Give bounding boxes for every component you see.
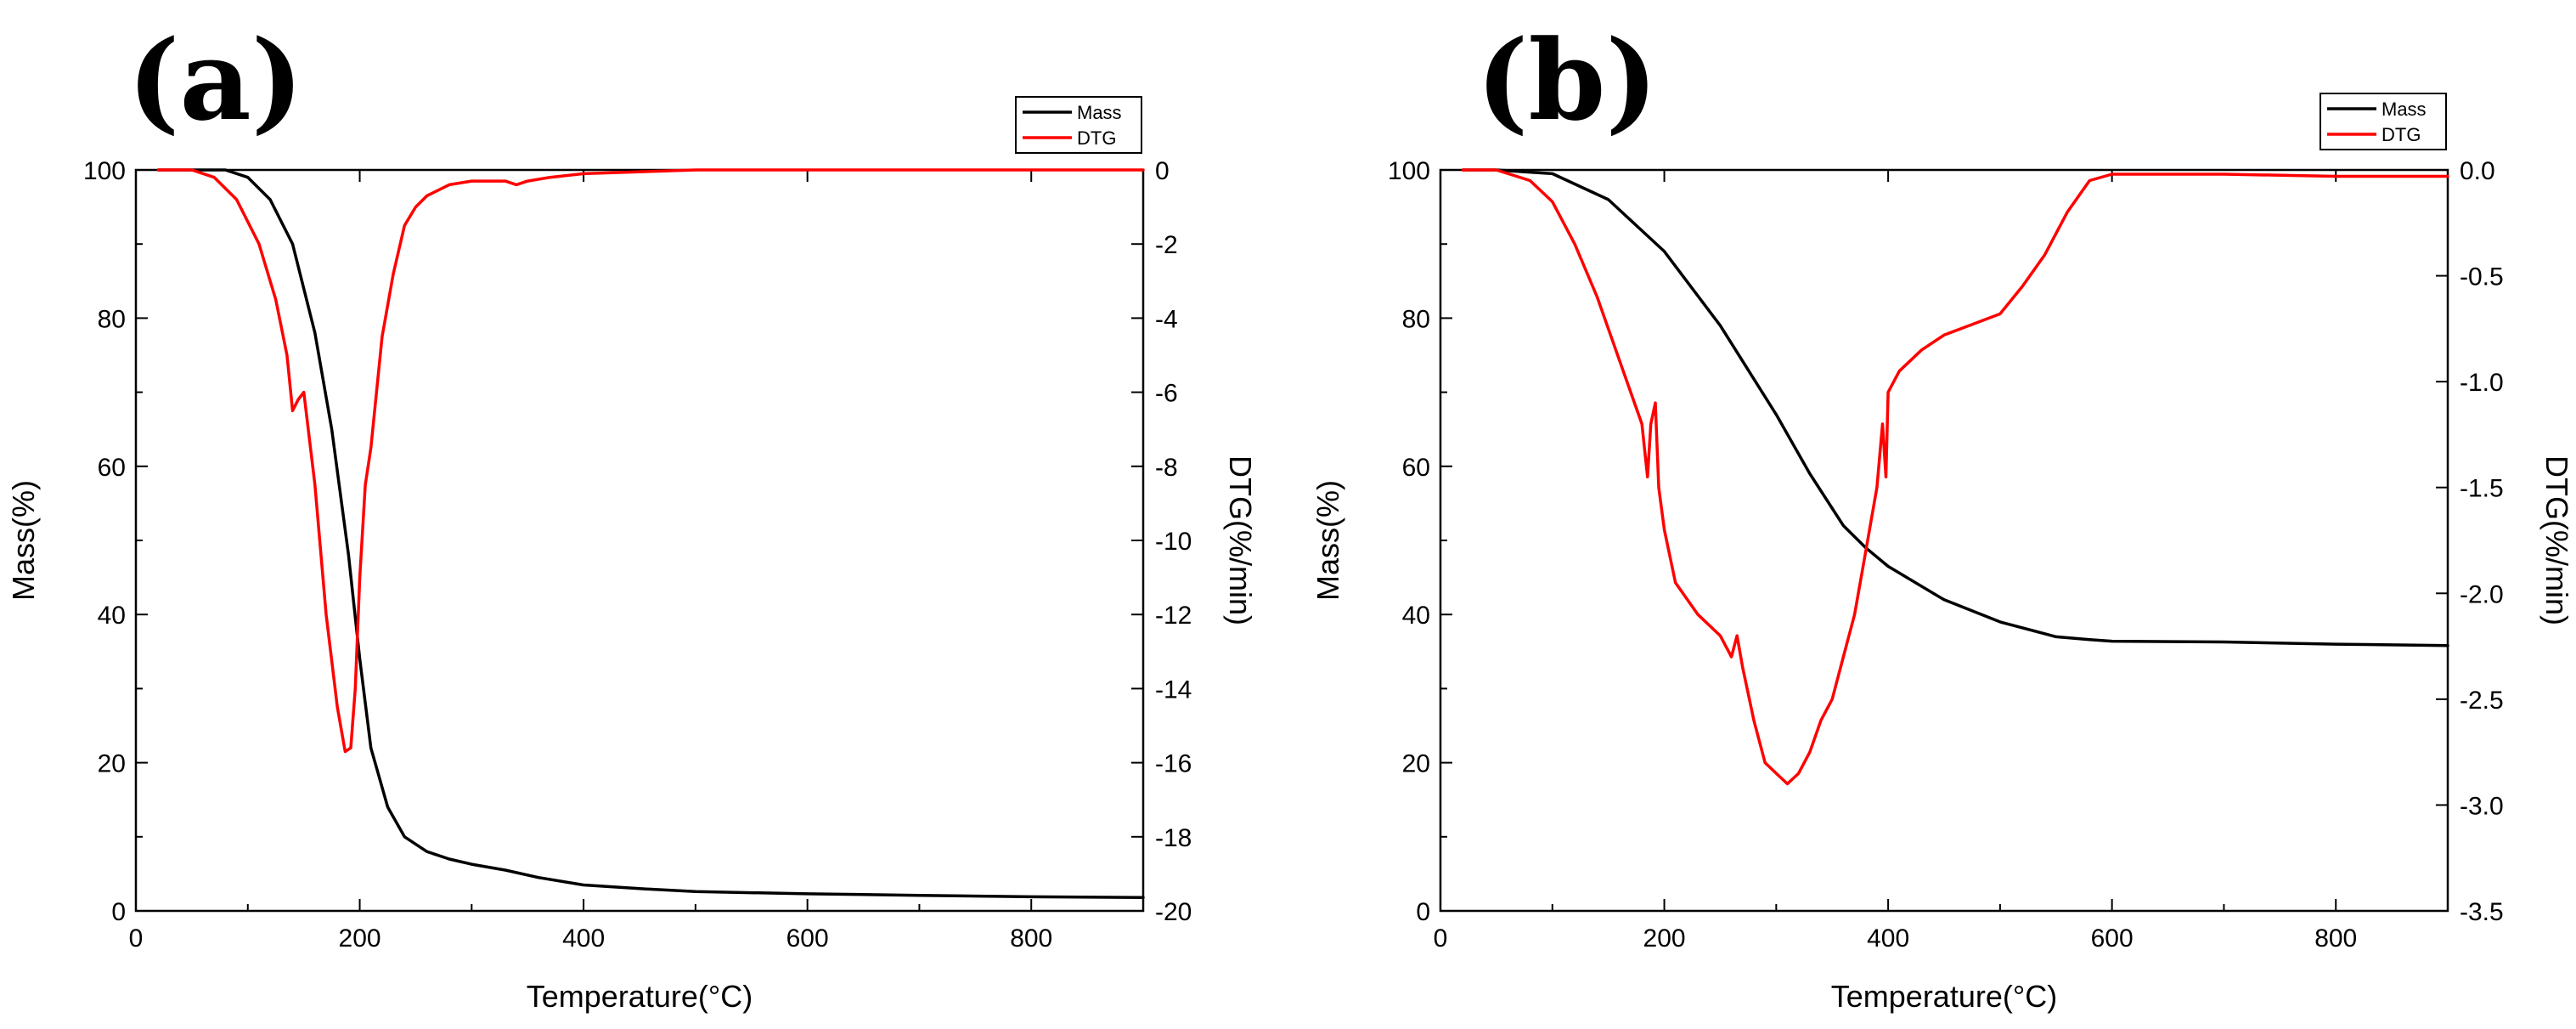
panel-a-label: (a) xyxy=(127,15,303,145)
panel-a-y-axis-title: Mass(%) xyxy=(6,480,41,601)
panel-a-x-tick-label: 400 xyxy=(562,924,605,953)
panel-b-y-tick-label: 100 xyxy=(1388,157,1430,185)
panel-b-y2-tick-label: -3.0 xyxy=(2460,792,2504,820)
panel-b-y2-tick-label: -0.5 xyxy=(2460,263,2504,291)
panel-b-mass-line xyxy=(1461,168,2449,647)
panel-a-y2-tick-label: -16 xyxy=(1155,750,1192,778)
panel-b-y2-tick-label: -1.5 xyxy=(2460,475,2504,503)
panel-a-y-tick-label: 20 xyxy=(98,750,126,778)
panel-a-y-tick-label: 0 xyxy=(111,898,126,926)
panel-a-y2-tick-label: -4 xyxy=(1155,305,1178,333)
panel-b-dtg-line xyxy=(1461,168,2449,786)
panel-a-legend: Mass DTG xyxy=(1015,96,1142,154)
panel-b-y-tick-label: 40 xyxy=(1402,602,1430,630)
panel-a-y-tick-label: 100 xyxy=(83,157,126,185)
panel-b-legend-mass-label: Mass xyxy=(2382,99,2427,120)
panel-a-y2-tick-label: -20 xyxy=(1155,898,1192,926)
panel-a-dtg-line xyxy=(156,168,1145,754)
panel-b-y-tick-label: 20 xyxy=(1402,750,1430,778)
panel-a-y2-tick-label: -12 xyxy=(1155,602,1192,630)
panel-b-x-tick-label: 800 xyxy=(2314,924,2357,953)
panel-b-x-ticks: 0 200 400 600 800 xyxy=(1434,170,2357,953)
panel-b-label: (b) xyxy=(1476,15,1658,145)
panel-a-x-tick-label: 200 xyxy=(339,924,381,953)
panel-a-mass-line xyxy=(156,168,1145,900)
panel-b: (b) 0 200 400 600 800 0 20 40 60 80 100 0.0 -0.5 -1… xyxy=(1311,15,2574,1014)
panel-b-x-axis-title: Temperature(°C) xyxy=(1831,979,2057,1014)
panel-a-x-tick-label: 600 xyxy=(786,924,829,953)
panel-b-y2-tick-label: -2.0 xyxy=(2460,580,2504,608)
panel-a-series xyxy=(156,168,1145,900)
panel-b-y2-tick-label: -2.5 xyxy=(2460,687,2504,715)
panel-b-y-axis-title: Mass(%) xyxy=(1311,480,1345,601)
panel-b-legend: Mass DTG xyxy=(2320,93,2447,150)
panel-a-legend-dtg-label: DTG xyxy=(1077,127,1116,149)
panel-a-x-tick-label: 0 xyxy=(129,924,144,953)
panel-b-x-tick-label: 400 xyxy=(1867,924,1909,953)
panel-b-y2-tick-label: 0.0 xyxy=(2460,157,2495,185)
panel-a-y2-tick-label: -18 xyxy=(1155,824,1192,852)
panel-b-legend-box xyxy=(2320,93,2447,150)
panel-a-y2-tick-label: -6 xyxy=(1155,380,1178,408)
panel-a-plot-frame xyxy=(134,168,1145,913)
panel-a-y2-tick-label: -2 xyxy=(1155,231,1178,259)
panel-b-y-tick-label: 60 xyxy=(1402,454,1430,482)
panel-a-x-ticks: 0 200 400 600 800 xyxy=(129,170,1052,953)
panel-a-y-tick-label: 80 xyxy=(98,305,126,333)
panel-b-y-tick-label: 0 xyxy=(1416,898,1430,926)
panel-a-legend-mass-label: Mass xyxy=(1077,102,1122,123)
panel-a-y2-tick-label: -10 xyxy=(1155,528,1192,556)
panel-a-y2-tick-label: -8 xyxy=(1155,454,1178,482)
panel-a-legend-box xyxy=(1015,96,1142,154)
panel-b-x-tick-label: 600 xyxy=(2091,924,2134,953)
panel-b-series xyxy=(1461,168,2449,786)
panel-b-legend-dtg-label: DTG xyxy=(2382,124,2421,145)
panel-a-x-tick-label: 800 xyxy=(1010,924,1052,953)
panel-b-y-tick-label: 80 xyxy=(1402,305,1430,333)
panel-a-y2-tick-label: -14 xyxy=(1155,676,1192,704)
panel-b-x-tick-label: 200 xyxy=(1643,924,1686,953)
panel-b-y2-ticks: 0.0 -0.5 -1.0 -1.5 -2.0 -2.5 -3.0 -3.5 xyxy=(2436,157,2504,926)
panel-a-y2-axis-title: DTG(%/min) xyxy=(1223,455,1258,625)
panel-b-y-ticks: 0 20 40 60 80 100 xyxy=(1388,157,1452,926)
panel-a-y2-ticks: 0 -2 -4 -6 -8 -10 -12 -14 -16 -18 -20 xyxy=(1131,157,1192,926)
panel-b-y2-tick-label: -3.5 xyxy=(2460,898,2504,926)
panel-a: (a) 0 200 400 600 800 0 20 40 60 80 100 0 -2 -4 -6 -8… xyxy=(6,15,1258,1014)
panel-a-y-tick-label: 40 xyxy=(98,602,126,630)
panel-a-y-tick-label: 60 xyxy=(98,454,126,482)
panel-b-x-tick-label: 0 xyxy=(1434,924,1448,953)
panel-a-y-ticks: 0 20 40 60 80 100 xyxy=(83,157,148,926)
panel-a-y2-tick-label: 0 xyxy=(1155,157,1170,185)
panel-b-y2-axis-title: DTG(%/min) xyxy=(2539,455,2574,625)
panel-b-y2-tick-label: -1.0 xyxy=(2460,369,2504,397)
panel-a-x-axis-title: Temperature(°C) xyxy=(527,979,753,1014)
